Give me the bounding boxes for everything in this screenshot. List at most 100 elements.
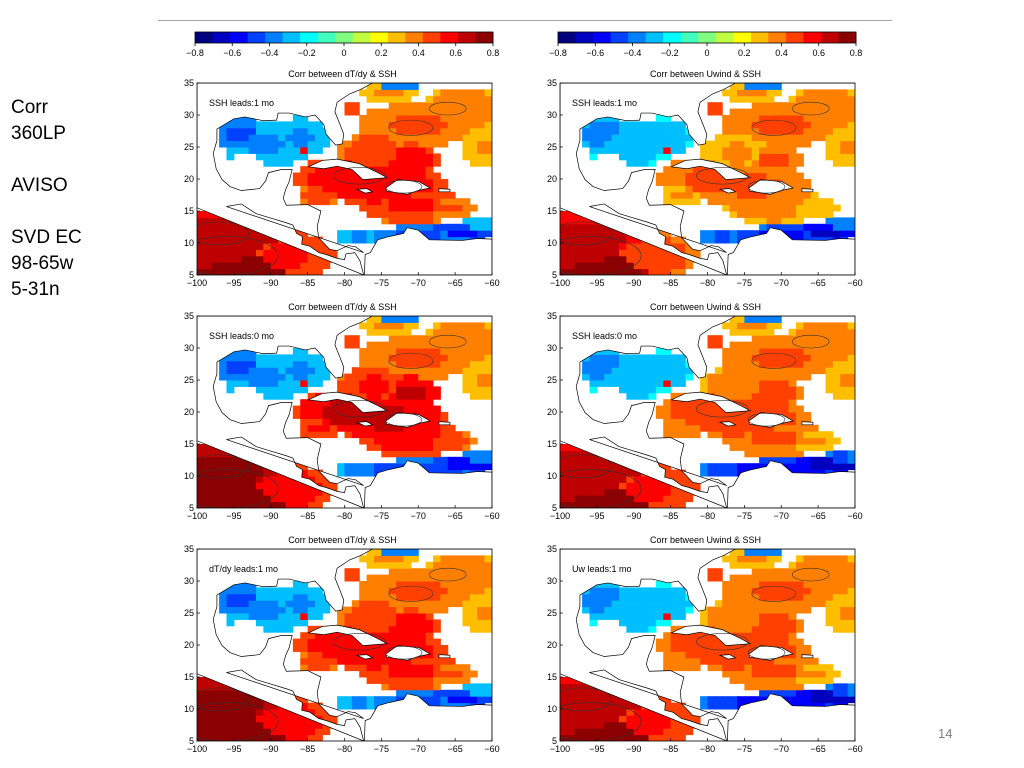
field-cell xyxy=(560,488,568,496)
field-cell xyxy=(751,166,760,174)
field-cell xyxy=(211,683,220,691)
field-cell xyxy=(278,354,286,362)
field-cell xyxy=(567,721,576,729)
field-cell xyxy=(197,495,205,503)
field-cell xyxy=(278,147,286,154)
field-cell xyxy=(403,316,412,323)
field-cell xyxy=(729,696,738,704)
north-central-america-land xyxy=(560,83,855,275)
field-cell xyxy=(403,341,412,349)
field-cell xyxy=(832,606,841,614)
field-cell xyxy=(477,95,486,103)
field-cell xyxy=(322,140,331,148)
contour-line xyxy=(429,101,467,116)
field-cell xyxy=(803,348,812,355)
jamaica-land xyxy=(355,421,374,427)
field-cell xyxy=(729,613,738,620)
field-cell xyxy=(847,360,855,368)
field-cell xyxy=(722,412,731,419)
field-cell xyxy=(315,134,323,142)
field-cell xyxy=(582,134,590,142)
field-cell xyxy=(737,677,745,684)
field-cell xyxy=(567,456,576,464)
field-cell xyxy=(248,262,257,270)
field-cell xyxy=(633,495,642,503)
field-cell xyxy=(744,399,753,407)
field-cell xyxy=(722,619,731,627)
field-cell xyxy=(462,89,471,97)
field-cell xyxy=(619,476,627,483)
field-cell xyxy=(359,469,368,477)
field-cell xyxy=(796,102,804,110)
field-cell xyxy=(751,437,760,445)
field-cell xyxy=(226,469,235,477)
field-cell xyxy=(788,574,797,582)
field-cell xyxy=(678,255,686,263)
field-cell xyxy=(337,702,345,710)
field-cell xyxy=(204,696,213,704)
field-cell xyxy=(469,456,478,464)
field-cell xyxy=(204,488,213,496)
field-cell xyxy=(773,191,782,199)
contour-line xyxy=(333,400,386,418)
field-cell xyxy=(211,243,220,250)
field-cell xyxy=(788,328,797,336)
field-cell xyxy=(707,386,716,394)
field-cell xyxy=(611,380,620,387)
field-cell xyxy=(751,217,760,225)
field-cell xyxy=(567,482,576,490)
colorbar-swatch xyxy=(405,32,424,43)
field-cell xyxy=(381,581,390,588)
field-cell xyxy=(359,606,368,614)
field-cell xyxy=(219,715,227,723)
field-cell xyxy=(751,360,760,368)
field-cell xyxy=(825,574,834,582)
field-cell xyxy=(425,367,434,375)
field-cell xyxy=(737,322,745,330)
field-cell xyxy=(396,424,404,432)
field-cell xyxy=(315,367,323,375)
field-cell xyxy=(285,593,294,601)
field-cell xyxy=(759,191,767,199)
field-cell xyxy=(374,322,382,330)
field-cell xyxy=(484,367,492,375)
field-cell xyxy=(759,328,767,336)
field-cell xyxy=(315,412,323,419)
field-cell xyxy=(307,476,316,483)
field-cell xyxy=(818,230,826,238)
field-cell xyxy=(847,223,855,231)
field-cell xyxy=(619,153,627,161)
field-cell xyxy=(433,102,441,110)
field-cell xyxy=(737,619,745,627)
field-cell xyxy=(425,632,434,640)
field-cell xyxy=(315,236,323,244)
field-cell xyxy=(477,354,486,362)
field-cell xyxy=(759,670,767,678)
field-cell xyxy=(788,463,797,471)
field-cell xyxy=(374,412,382,419)
field-cell xyxy=(596,380,605,387)
field-cell xyxy=(744,392,753,400)
field-cell xyxy=(714,568,723,576)
field-cell xyxy=(766,581,775,588)
field-cell xyxy=(484,230,492,238)
field-cell xyxy=(619,463,627,471)
field-cell xyxy=(759,140,767,148)
field-cell xyxy=(611,354,620,362)
field-cell xyxy=(433,392,441,400)
field-cell xyxy=(344,613,353,620)
field-cell xyxy=(633,367,642,375)
field-cell xyxy=(759,360,767,368)
field-cell xyxy=(351,134,360,142)
correlation-field xyxy=(197,549,492,741)
field-cell xyxy=(300,166,309,174)
field-cell xyxy=(670,593,679,601)
field-cell xyxy=(484,613,492,620)
field-cell xyxy=(418,392,427,400)
field-cell xyxy=(219,709,227,716)
field-cell xyxy=(418,424,427,432)
field-cell xyxy=(226,386,235,394)
field-cell xyxy=(663,645,672,652)
field-cell xyxy=(781,166,790,174)
field-cell xyxy=(381,418,390,426)
